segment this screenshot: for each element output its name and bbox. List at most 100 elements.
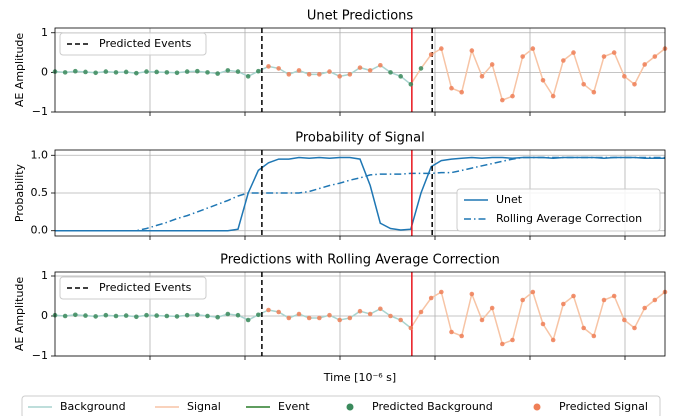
point [601, 297, 607, 303]
y-tick-label: −1 [32, 349, 48, 362]
point [378, 306, 383, 312]
point [235, 312, 241, 318]
point [256, 68, 261, 74]
point [642, 305, 647, 311]
point [347, 315, 353, 321]
point [93, 314, 98, 319]
point [388, 70, 393, 75]
point [317, 72, 322, 77]
point [306, 72, 312, 77]
legend-label: Predicted Events [99, 281, 192, 294]
point [591, 89, 597, 95]
x-axis-label: Time [10⁻⁶ s] [323, 371, 396, 384]
point [327, 312, 332, 318]
point [184, 69, 190, 74]
point [418, 66, 424, 71]
point [337, 74, 342, 79]
point [581, 81, 586, 87]
y-axis-label: Probability [13, 163, 26, 222]
legend-box [59, 32, 207, 56]
legend-label: Event [278, 400, 310, 413]
figure-legend-box [21, 395, 661, 416]
point [83, 69, 88, 75]
point [469, 291, 475, 297]
point [581, 325, 586, 331]
point [642, 62, 647, 67]
point [103, 312, 109, 318]
point [632, 81, 637, 87]
point [276, 309, 281, 315]
point [235, 69, 241, 74]
point [245, 317, 251, 323]
point [276, 66, 281, 71]
point [215, 71, 220, 76]
y-tick-label: 1 [41, 269, 48, 282]
point [327, 69, 332, 74]
point [500, 341, 505, 347]
point [103, 69, 109, 74]
point [266, 64, 271, 69]
point [632, 325, 637, 331]
panel-title: Predictions with Rolling Average Correct… [220, 253, 500, 268]
point [479, 74, 485, 79]
point [378, 62, 383, 68]
legend-label: Predicted Signal [559, 400, 648, 413]
point [113, 70, 119, 75]
point [408, 325, 414, 331]
point [205, 70, 210, 75]
point [215, 314, 220, 320]
point [540, 321, 546, 327]
legend-label: Signal [187, 400, 221, 413]
legend-swatch [346, 403, 354, 411]
point [611, 293, 617, 299]
legend-box [456, 188, 661, 232]
point [561, 301, 566, 307]
point [459, 333, 464, 339]
point [123, 69, 129, 75]
point [62, 313, 68, 319]
point [652, 297, 658, 303]
y-tick-label: 0 [41, 65, 48, 78]
series-line [410, 47, 666, 102]
point [123, 313, 129, 318]
point [266, 307, 271, 313]
point [154, 69, 159, 75]
point [408, 81, 414, 87]
legend-label: Background [60, 400, 126, 413]
point [520, 297, 525, 303]
legend-swatch [533, 403, 541, 411]
legend-label: Predicted Events [99, 37, 192, 50]
point [459, 89, 464, 95]
point [296, 311, 302, 317]
axes-frame [54, 271, 666, 357]
point [439, 46, 444, 51]
point [195, 312, 200, 318]
point [164, 313, 170, 319]
point [418, 309, 424, 315]
point [530, 289, 536, 295]
point [398, 317, 403, 323]
axes-frame [54, 149, 666, 237]
series-line [54, 64, 412, 85]
y-tick-label: 0 [41, 309, 48, 322]
point [652, 54, 658, 59]
point [398, 74, 403, 79]
series-line [54, 307, 412, 329]
point [225, 68, 231, 73]
point [561, 58, 566, 63]
point [367, 68, 373, 73]
legend-box [59, 276, 207, 300]
point [622, 317, 627, 323]
point [571, 293, 576, 299]
y-tick-label: −1 [32, 105, 48, 118]
series-line [55, 156, 665, 232]
point [245, 74, 251, 79]
point [337, 317, 342, 323]
y-tick-label: 1 [41, 26, 48, 39]
point [449, 85, 454, 91]
point [144, 69, 149, 74]
point [73, 68, 78, 74]
legend-label: Predicted Background [372, 400, 493, 413]
point [479, 317, 485, 323]
point [184, 312, 190, 318]
